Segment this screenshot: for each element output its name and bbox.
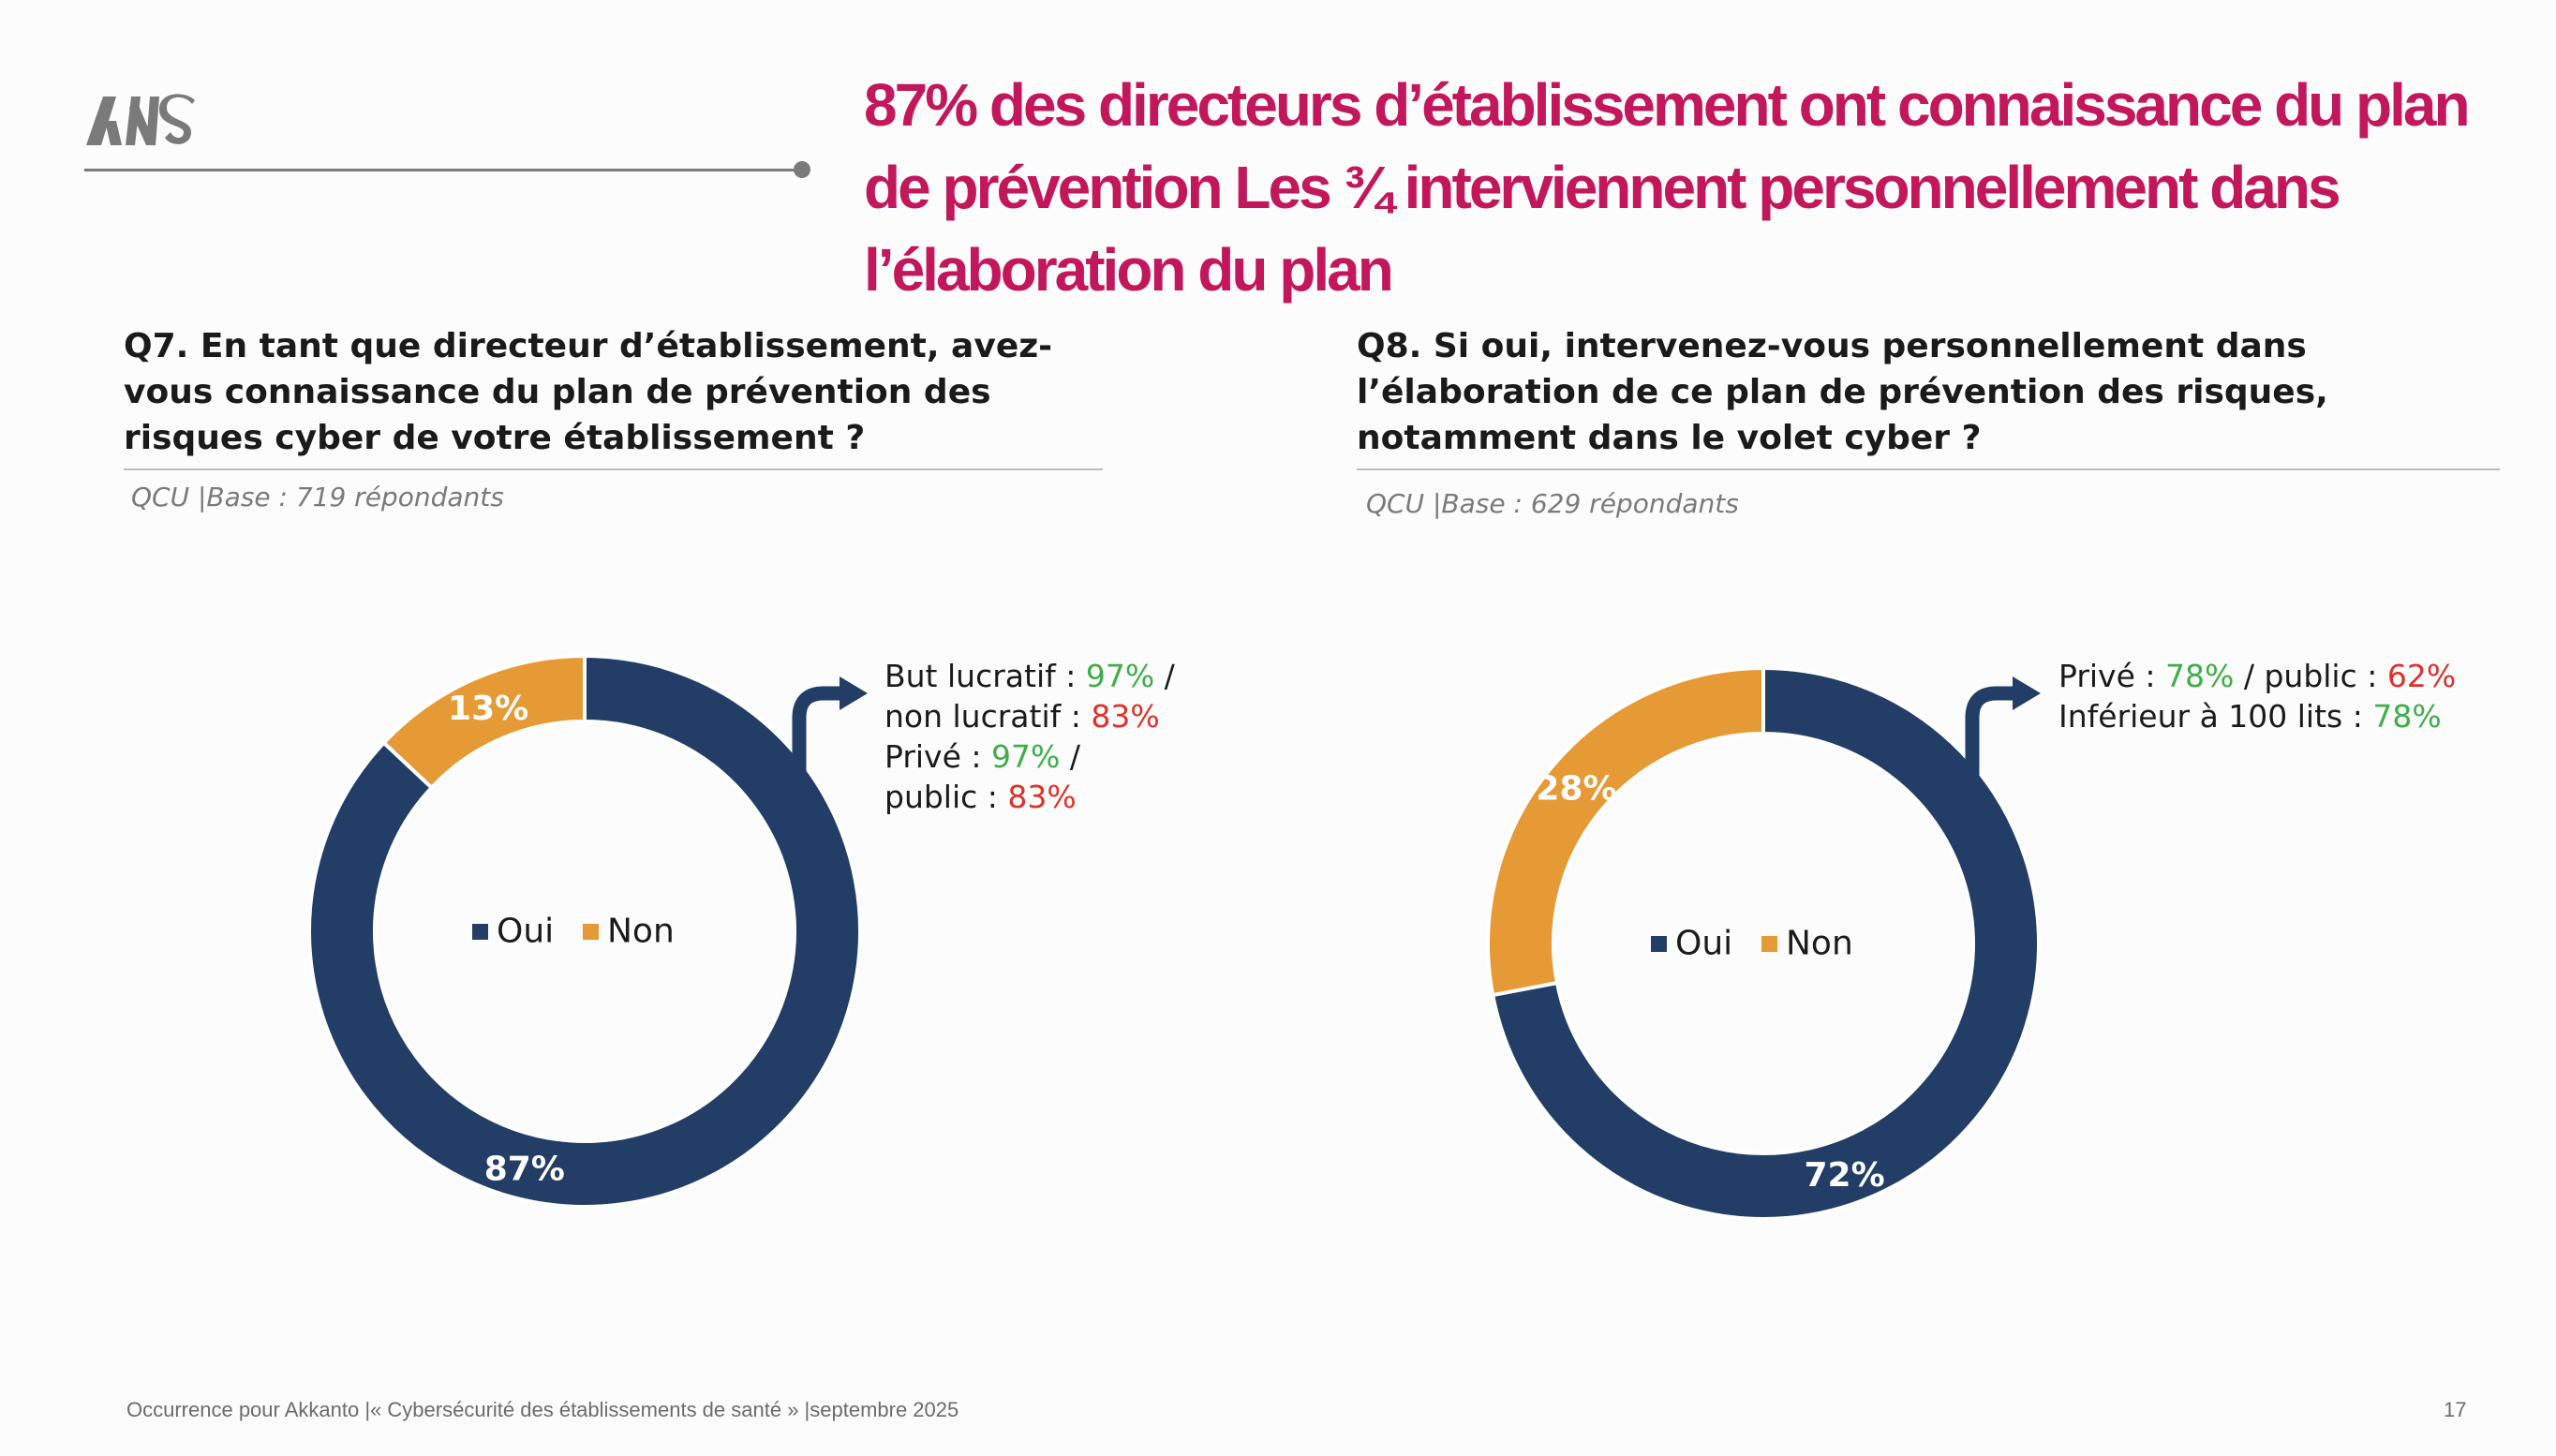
q7-annotation-segment: 83% (1007, 779, 1077, 815)
q8-donut-chart: 72% 28% Oui Non (1486, 665, 2041, 1221)
q8-annotation-segment: 62% (2386, 658, 2457, 694)
q7-annotation-segment: But lucratif : (884, 658, 1086, 694)
q8-annotation-line-0: Privé : 78% / public : 62% (2058, 656, 2456, 696)
q7-annotation-segment: / (1154, 658, 1175, 694)
q7-annotation-segment: / (1060, 738, 1080, 775)
legend-label-non: Non (1786, 925, 1853, 963)
q8-annotation-line-1: Inférieur à 100 lits : 78% (2058, 696, 2456, 736)
q8-annotation-segment: / public : (2234, 658, 2387, 694)
donut-label-non: 28% (1536, 769, 1616, 808)
donut-slice-oui (307, 653, 862, 1209)
header-rule-dot (794, 161, 810, 178)
q8-base: QCU |Base : 629 répondants (1366, 488, 1739, 519)
q7-annotation-segment: Privé : (884, 738, 991, 775)
q8-question: Q8. Si oui, intervenez-vous personnellem… (1357, 327, 2328, 457)
donut-label-non: 13% (448, 690, 528, 728)
legend-swatch-non (583, 924, 599, 940)
q7-annotation-line-3: public : 83% (884, 777, 1175, 817)
q7-annotation-segment: 97% (991, 738, 1061, 775)
q7-annotation-segment: public : (884, 779, 1008, 815)
q8-annotation: Privé : 78% / public : 62% Inférieur à 10… (2058, 656, 2456, 736)
q7-base: QCU |Base : 719 répondants (131, 482, 504, 513)
q7-divider (124, 468, 1103, 470)
q7-annotation-line-1: non lucratif : 83% (884, 696, 1175, 736)
q7-annotation: But lucratif : 97% / non lucratif : 83% Pr… (884, 656, 1175, 817)
legend-swatch-oui (472, 924, 488, 940)
ans-logo-icon (86, 94, 195, 145)
q8-annotation-segment: 78% (2372, 698, 2442, 735)
q7-annotation-segment: non lucratif : (884, 698, 1092, 735)
page-title: 87% des directeurs d’établissement ont c… (864, 71, 2471, 304)
legend-swatch-oui (1651, 936, 1667, 952)
q7-annotation-line-2: Privé : 97% / (884, 736, 1175, 777)
q7-annotation-segment: 83% (1091, 698, 1160, 735)
q8-divider (1357, 468, 2500, 470)
footer-text: Occurrence pour Akkanto |« Cybersécurité… (126, 1398, 959, 1421)
legend-label-non: Non (607, 913, 675, 951)
page-number: 17 (2444, 1398, 2467, 1421)
q7-callout-arrow-icon (792, 676, 868, 778)
legend-label-oui: Oui (497, 913, 554, 951)
donut-slice-non (1486, 665, 1765, 998)
donut-slice-non (380, 653, 587, 791)
donut-slice-oui (1490, 665, 2041, 1221)
legend-swatch-non (1761, 936, 1777, 952)
q8-callout-arrow-icon (1965, 676, 2041, 778)
q7-annotation-segment: 97% (1085, 658, 1155, 694)
header-rule (84, 169, 804, 171)
q8-annotation-segment: Privé : (2058, 658, 2165, 694)
q7-annotation-line-0: But lucratif : 97% / (884, 656, 1175, 696)
q7-donut-chart: 87% 13% Oui Non (307, 653, 862, 1209)
donut-label-oui: 72% (1804, 1156, 1884, 1195)
q8-annotation-segment: Inférieur à 100 lits : (2058, 698, 2373, 735)
q8-annotation-segment: 78% (2165, 658, 2235, 694)
legend-label-oui: Oui (1675, 925, 1732, 963)
donut-label-oui: 87% (484, 1151, 565, 1189)
q7-question: Q7. En tant que directeur d’établissemen… (124, 327, 1053, 457)
